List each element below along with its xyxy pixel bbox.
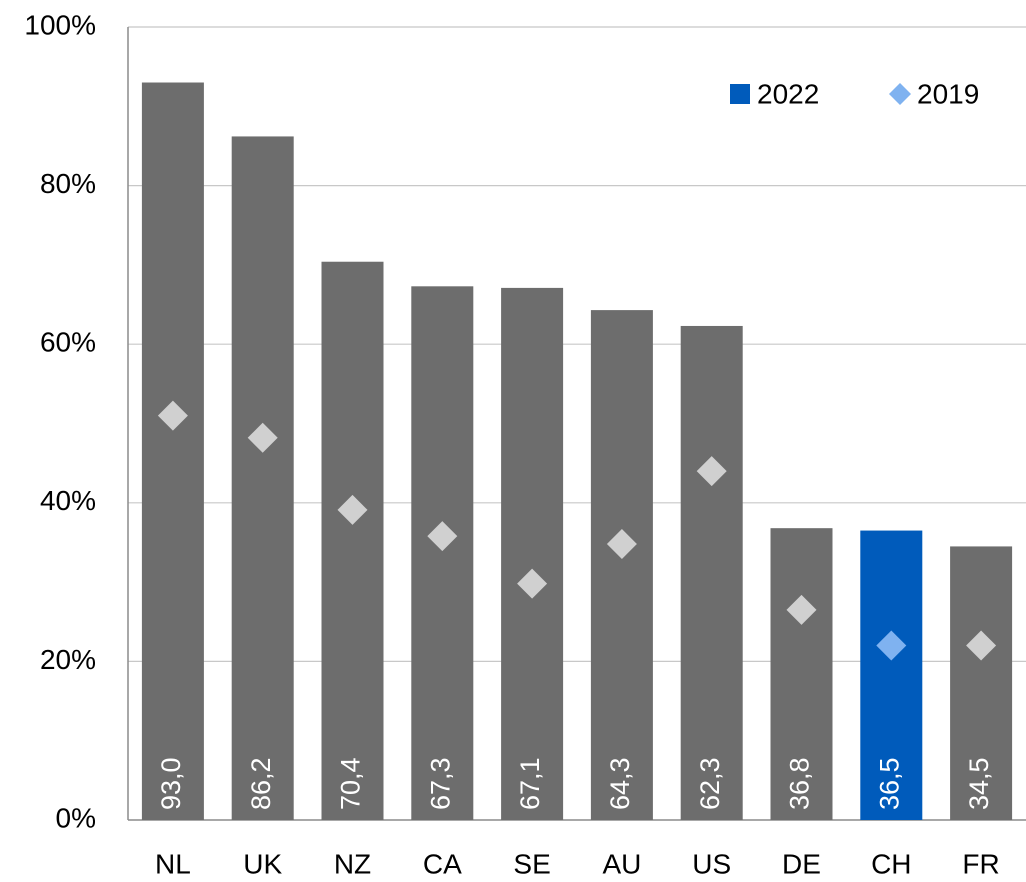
x-tick-label: CH [871, 848, 911, 879]
value-label: 70,4 [336, 757, 366, 810]
marker [966, 630, 997, 661]
value-label: 36,8 [785, 757, 815, 810]
marker [427, 521, 458, 552]
value-label: 67,1 [515, 757, 545, 810]
legend-swatch [889, 83, 911, 105]
value-label: 34,5 [964, 757, 994, 810]
marker [157, 400, 188, 431]
marker [786, 594, 817, 625]
x-tick-label: FR [962, 848, 999, 879]
legend-label: 2022 [757, 78, 819, 109]
legend-label: 2019 [917, 78, 979, 109]
x-tick-label: UK [243, 848, 282, 879]
marker [696, 456, 727, 487]
y-tick-label: 80% [40, 168, 96, 199]
y-tick-label: 20% [40, 644, 96, 675]
bar [411, 286, 474, 820]
bar [141, 82, 204, 820]
value-label: 86,2 [246, 757, 276, 810]
value-label: 36,5 [874, 757, 904, 810]
marker [876, 630, 907, 661]
value-label: 62,3 [695, 757, 725, 810]
marker [517, 568, 548, 599]
value-label: 93,0 [156, 757, 186, 810]
x-tick-label: NL [155, 848, 191, 879]
bar [860, 530, 923, 820]
x-tick-label: US [692, 848, 731, 879]
x-tick-label: CA [423, 848, 462, 879]
y-tick-label: 40% [40, 485, 96, 516]
bar [231, 136, 294, 820]
legend-swatch [730, 84, 750, 104]
bar [590, 310, 653, 820]
x-tick-label: SE [513, 848, 550, 879]
marker [606, 529, 637, 560]
y-tick-label: 100% [24, 9, 96, 40]
x-tick-label: NZ [334, 848, 371, 879]
marker [337, 494, 368, 525]
x-tick-label: AU [602, 848, 641, 879]
bar [770, 528, 833, 820]
value-label: 64,3 [605, 757, 635, 810]
y-tick-label: 60% [40, 327, 96, 358]
bar [680, 325, 743, 820]
bar [950, 546, 1013, 820]
bar [321, 261, 384, 820]
y-tick-label: 0% [56, 802, 96, 833]
value-label: 67,3 [425, 757, 455, 810]
marker [247, 422, 278, 453]
x-tick-label: DE [782, 848, 821, 879]
bar [501, 287, 564, 821]
